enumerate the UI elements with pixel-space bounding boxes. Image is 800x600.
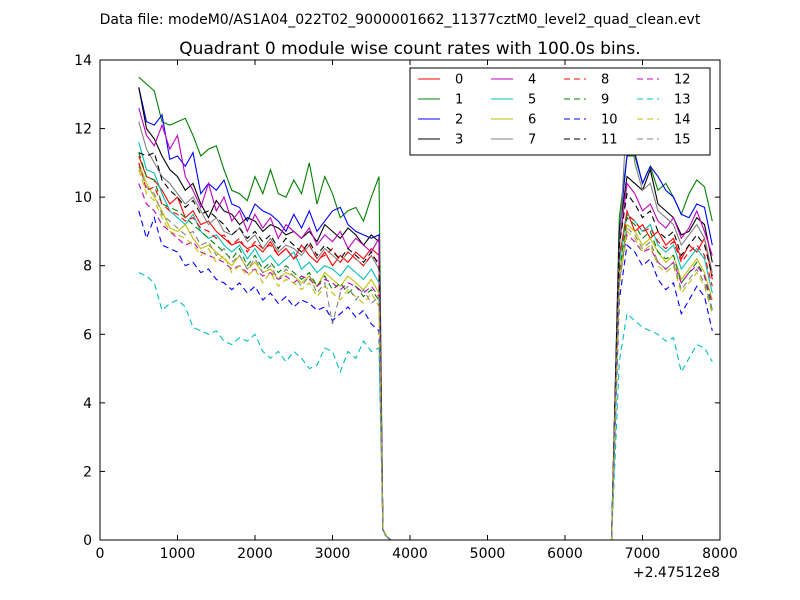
- x-tick-label: 8000: [702, 546, 738, 562]
- legend-label-6: 6: [528, 113, 536, 128]
- series-line-0: [138, 155, 713, 540]
- legend-label-5: 5: [528, 93, 536, 108]
- x-tick-label: 1000: [160, 546, 196, 562]
- legend-label-3: 3: [455, 133, 463, 148]
- legend-label-0: 0: [455, 73, 463, 88]
- legend-label-8: 8: [601, 73, 609, 88]
- legend-label-15: 15: [674, 133, 691, 148]
- ticks-layer: 0 1000 2000 3000 4000 5000 6000 7000 80000246810…: [74, 53, 738, 562]
- series-line-12: [138, 183, 713, 540]
- chart-title: Quadrant 0 module wise count rates with …: [179, 39, 640, 59]
- legend-label-4: 4: [528, 73, 536, 88]
- x-offset-label: +2.47512e8: [633, 565, 720, 581]
- legend-label-13: 13: [674, 93, 691, 108]
- legend-label-1: 1: [455, 93, 463, 108]
- series-line-3: [138, 87, 713, 540]
- legend-label-7: 7: [528, 133, 536, 148]
- x-tick-label: 7000: [625, 546, 661, 562]
- series-line-13: [138, 272, 713, 540]
- legend-label-14: 14: [674, 113, 691, 128]
- chart-supertitle: Data file: modeM0/AS1A04_022T02_90000016…: [100, 12, 701, 28]
- y-tick-label: 6: [83, 327, 92, 343]
- x-tick-label: 3000: [315, 546, 351, 562]
- legend-label-9: 9: [601, 93, 609, 108]
- legend-label-2: 2: [455, 113, 463, 128]
- series-line-2: [138, 87, 713, 540]
- series-layer: [138, 76, 713, 540]
- y-tick-label: 12: [74, 122, 92, 138]
- y-tick-label: 0: [83, 533, 92, 549]
- x-tick-label: 6000: [547, 546, 583, 562]
- x-tick-label: 5000: [470, 546, 506, 562]
- legend-label-11: 11: [601, 133, 618, 148]
- x-tick-label: 0: [96, 546, 105, 562]
- legend-label-10: 10: [601, 113, 618, 128]
- series-line-14: [138, 169, 713, 540]
- series-line-8: [138, 162, 713, 540]
- series-line-10: [138, 210, 713, 540]
- legend-box: [409, 67, 711, 156]
- series-line-11: [138, 151, 713, 540]
- x-tick-label: 2000: [237, 546, 273, 562]
- y-tick-label: 10: [74, 190, 92, 206]
- x-tick-label: 4000: [392, 546, 428, 562]
- series-line-9: [138, 152, 713, 540]
- y-tick-label: 2: [83, 464, 92, 480]
- series-line-15: [138, 166, 713, 540]
- y-tick-label: 8: [83, 259, 92, 275]
- series-line-5: [138, 142, 713, 540]
- legend-label-12: 12: [674, 73, 691, 88]
- series-line-6: [138, 162, 713, 540]
- series-line-4: [138, 107, 713, 540]
- y-tick-label: 14: [74, 53, 92, 69]
- y-tick-label: 4: [83, 396, 92, 412]
